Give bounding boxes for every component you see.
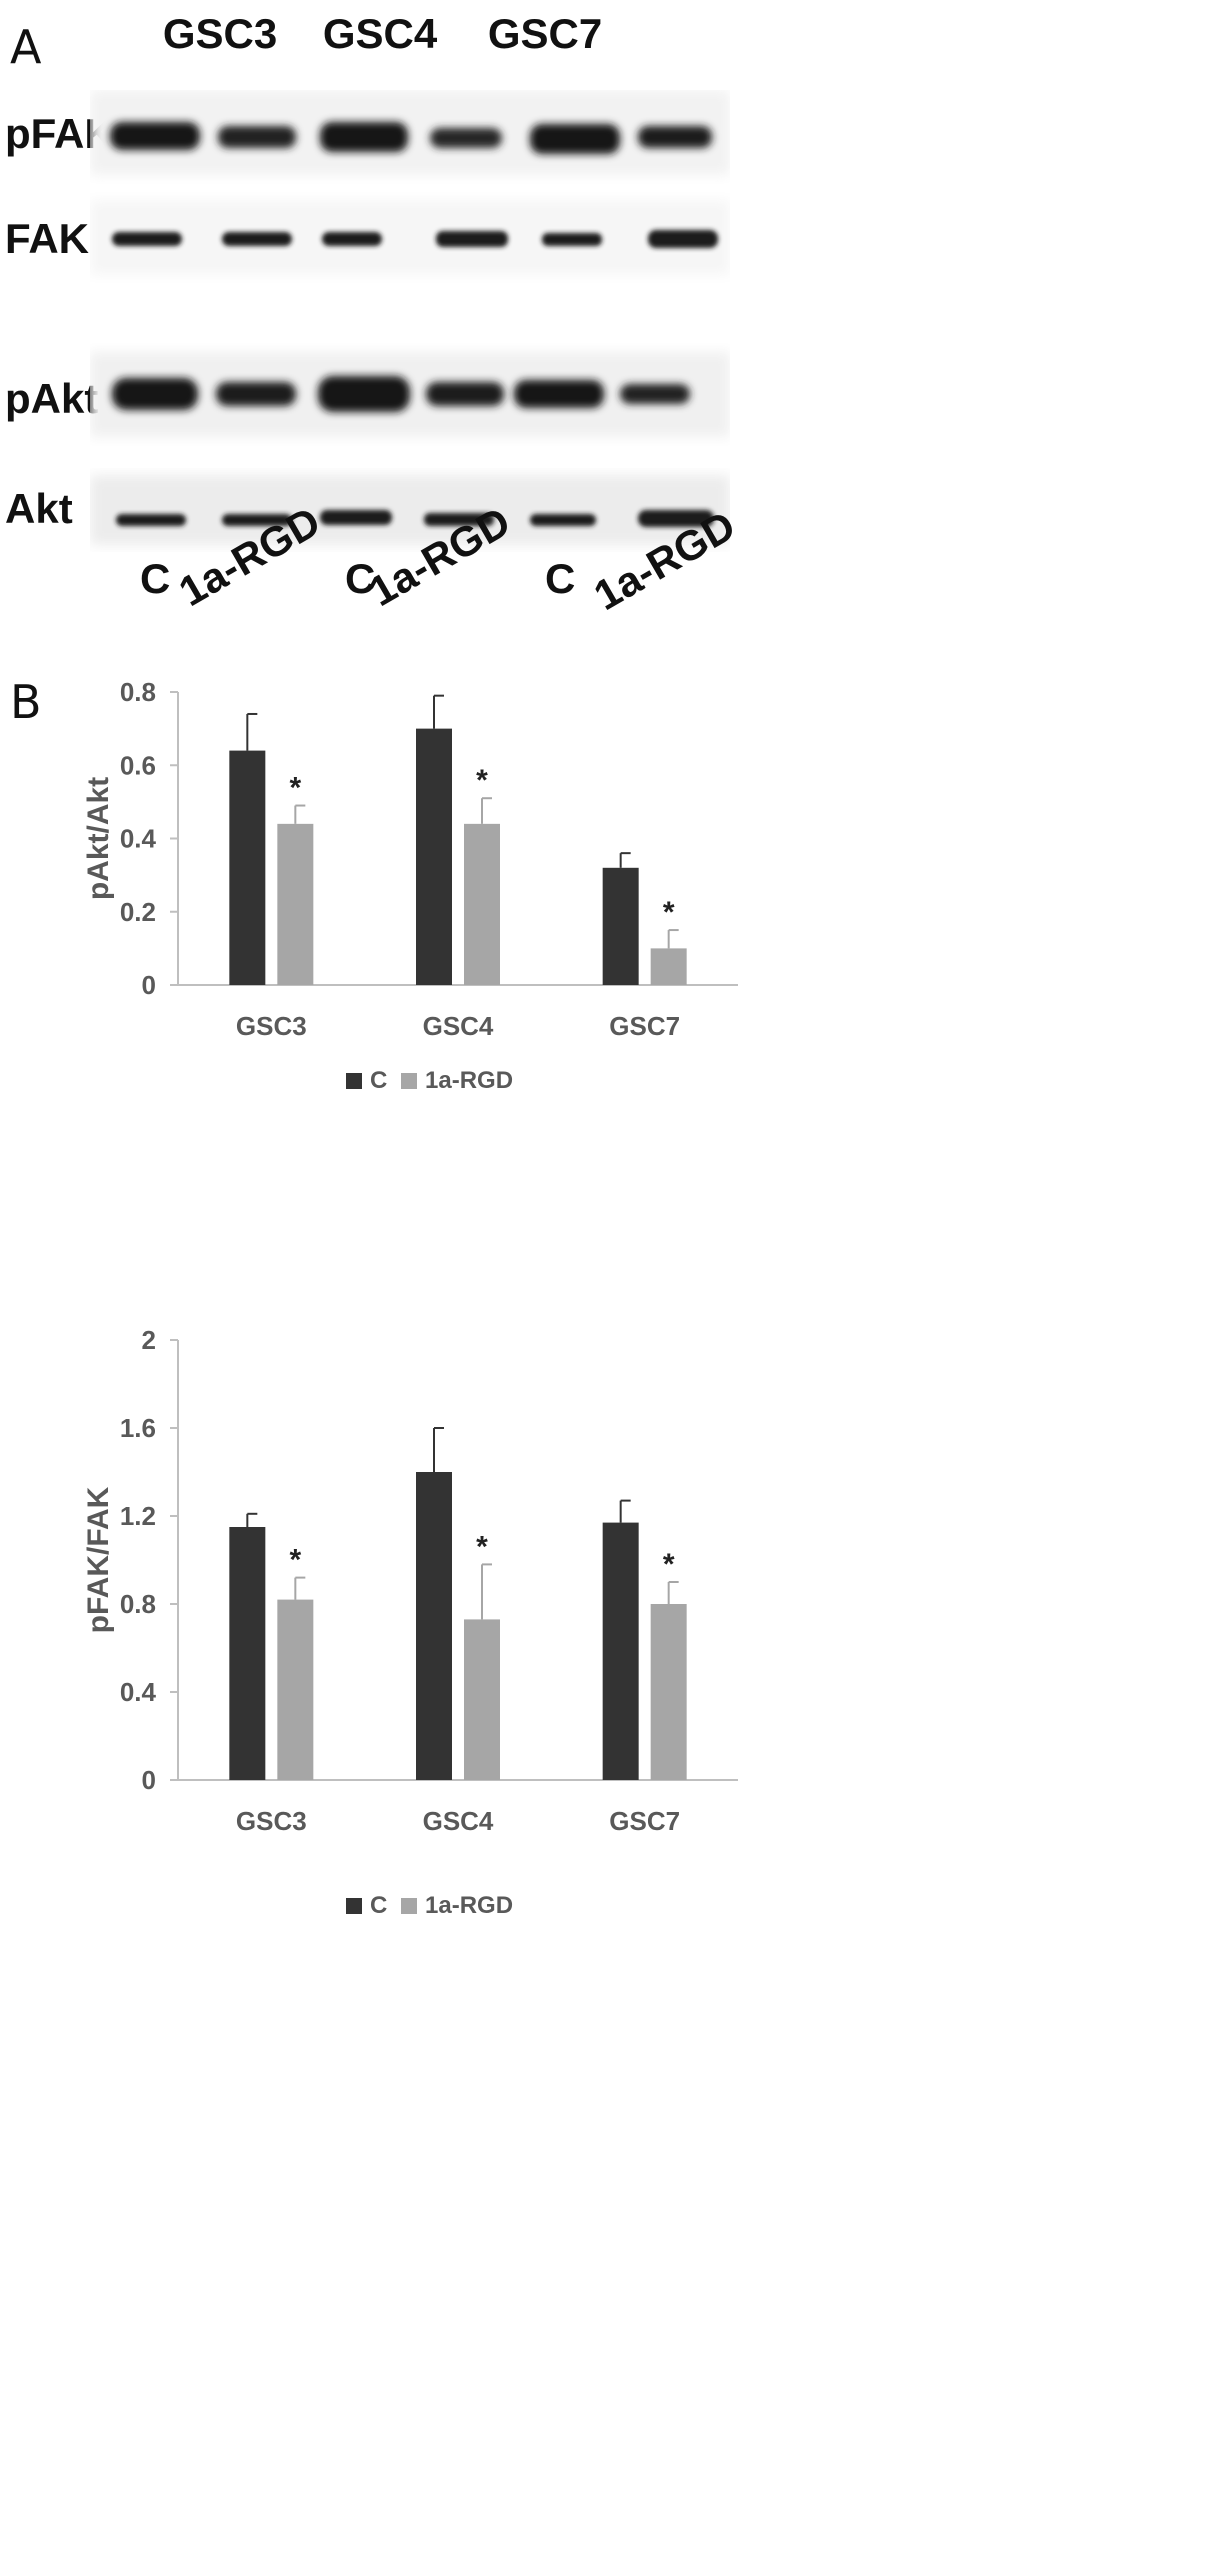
x-tick-label-gsc3: GSC3: [236, 1011, 307, 1041]
y-tick-label: 2: [142, 1325, 156, 1355]
y-tick-label: 0.6: [120, 750, 156, 780]
significance-star: *: [289, 772, 301, 805]
bar-rgd-gsc7: [650, 1604, 687, 1780]
bar-c-gsc7: [602, 1522, 639, 1780]
band-fak-gsc3-c: [112, 232, 182, 246]
band-fak-gsc4-rgd: [436, 231, 508, 247]
band-akt-gsc7-c: [530, 514, 596, 526]
x-tick-label-gsc4: GSC4: [423, 1011, 494, 1041]
band-fak-gsc7-c: [542, 233, 602, 246]
x-tick-label-gsc7: GSC7: [609, 1011, 680, 1041]
band-akt-gsc4-rgd: [424, 513, 494, 526]
y-tick-label: 1.6: [120, 1413, 156, 1443]
bar-rgd-gsc4: [464, 1619, 500, 1780]
blot-header-gsc4: GSC4: [322, 10, 438, 57]
significance-star: *: [476, 764, 488, 797]
bar-c-gsc4: [416, 1472, 452, 1780]
lane-label-c-2: C: [345, 555, 376, 602]
y-tick-label: 0.4: [120, 1677, 157, 1707]
significance-star: *: [289, 1544, 301, 1577]
band-pfak-gsc7-rgd: [638, 126, 712, 148]
x-tick-label-gsc3: GSC3: [236, 1806, 307, 1836]
legend-label-rgd: 1a-RGD: [425, 1892, 513, 1919]
band-pfak-gsc4-c: [320, 122, 408, 152]
bar-c-gsc3: [229, 750, 266, 985]
band-fak-gsc7-rgd: [648, 230, 718, 248]
row-label-akt: Akt: [5, 485, 73, 532]
band-akt-gsc3-rgd: [222, 514, 292, 526]
significance-star: *: [663, 896, 675, 929]
band-pfak-gsc3-c: [110, 122, 200, 150]
band-pakt-gsc7-rgd: [620, 384, 690, 404]
significance-star: *: [663, 1548, 675, 1581]
y-tick-label: 0.2: [120, 897, 156, 927]
y-axis-label: pFAK/FAK: [82, 1486, 115, 1633]
blot-header-gsc7: GSC7: [487, 10, 603, 57]
x-tick-label-gsc7: GSC7: [609, 1806, 680, 1836]
y-axis-label: pAkt/Akt: [82, 777, 115, 900]
x-tick-label-gsc4: GSC4: [423, 1806, 494, 1836]
band-pfak-gsc7-c: [530, 124, 620, 154]
band-pakt-gsc3-rgd: [216, 382, 296, 406]
legend-swatch-rgd: [401, 1073, 417, 1089]
bar-c-gsc4: [416, 728, 452, 985]
band-akt-gsc4-c: [320, 510, 392, 525]
band-pakt-gsc4-rgd: [426, 382, 504, 406]
band-akt-gsc7-rgd: [638, 510, 714, 527]
y-tick-label: 1.2: [120, 1501, 156, 1531]
y-tick-label: 0.8: [120, 677, 156, 707]
lane-label-c-3: C: [545, 555, 576, 602]
row-label-pakt: pAkt: [5, 375, 99, 422]
bar-c-gsc7: [602, 867, 639, 985]
bar-rgd-gsc3: [277, 823, 314, 985]
panel-a-label: A: [10, 20, 42, 74]
legend-swatch-c: [346, 1898, 362, 1914]
y-tick-label: 0: [142, 1765, 156, 1795]
bar-c-gsc3: [229, 1527, 266, 1780]
y-tick-label: 0.8: [120, 1589, 156, 1619]
band-pfak-gsc3-rgd: [218, 126, 296, 148]
band-pakt-gsc3-c: [112, 378, 198, 410]
lane-label-c-1: C: [140, 555, 171, 602]
band-pakt-gsc4-c: [318, 376, 410, 412]
band-fak-gsc4-c: [322, 232, 382, 246]
blot-header-gsc3: GSC3: [162, 10, 278, 57]
y-tick-label: 0.4: [120, 824, 157, 854]
band-akt-gsc3-c: [116, 514, 186, 526]
pfak-fak-bar-chart: 0 0.4 0.8 1.2 1.6 2 pFAK/FAK * GSC3 * GSC4 * GSC7 C 1a…: [82, 1325, 738, 1919]
row-label-fak: FAK: [5, 215, 89, 262]
band-pakt-gsc7-c: [514, 380, 604, 408]
panel-b-label: B: [10, 675, 42, 729]
legend-label-rgd: 1a-RGD: [425, 1067, 513, 1094]
band-pfak-gsc4-rgd: [430, 128, 502, 148]
bar-rgd-gsc3: [277, 1599, 314, 1780]
band-fak-gsc3-rgd: [222, 232, 292, 246]
y-tick-label: 0: [142, 970, 156, 1000]
legend-label-c: C: [370, 1067, 387, 1094]
bar-rgd-gsc4: [464, 823, 500, 985]
western-blot-image: [90, 90, 730, 545]
legend-label-c: C: [370, 1892, 387, 1919]
pakt-akt-bar-chart: 0 0.2 0.4 0.6 0.8 pAkt/Akt * GSC3 * GSC4 * GSC7 C 1a-…: [82, 677, 738, 1094]
significance-star: *: [476, 1530, 488, 1563]
bar-rgd-gsc7: [650, 948, 687, 985]
legend-swatch-rgd: [401, 1898, 417, 1914]
legend-swatch-c: [346, 1073, 362, 1089]
